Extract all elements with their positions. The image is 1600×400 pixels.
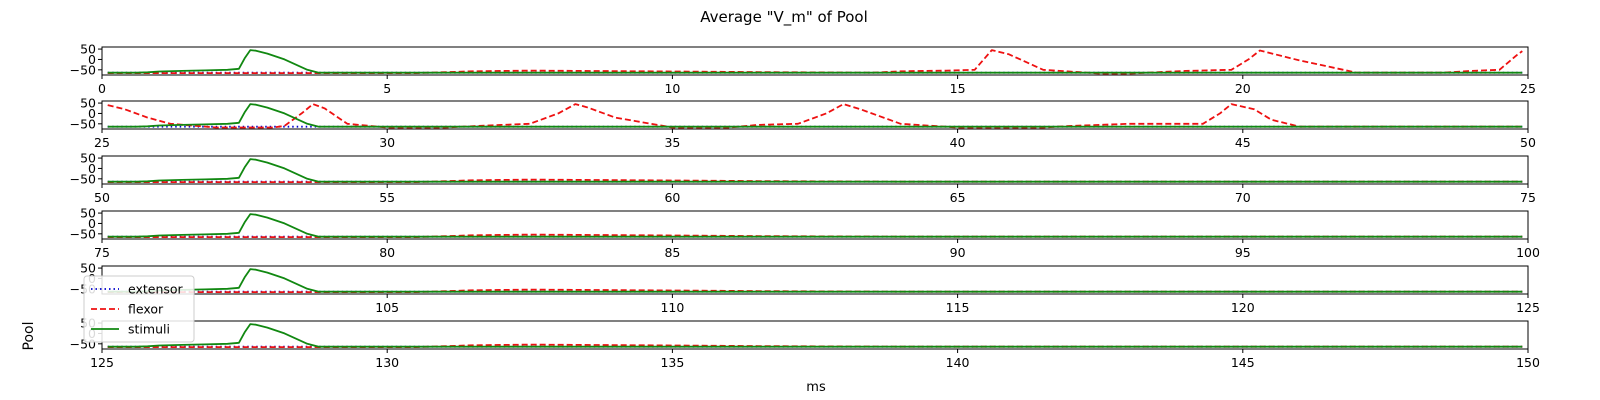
series-stimuli-line <box>107 268 1523 293</box>
series-stimuli-line <box>107 158 1523 183</box>
y-tick-label: 50 <box>80 151 96 166</box>
x-tick-label: 80 <box>379 245 395 260</box>
x-tick-label: 15 <box>950 81 966 96</box>
series-stimuli-line <box>107 213 1523 238</box>
series-flexor-line <box>107 49 1523 75</box>
x-tick-label: 105 <box>375 300 399 315</box>
x-tick-label: 140 <box>946 355 970 370</box>
y-tick-label: 0 <box>88 52 96 67</box>
x-tick-label: 0 <box>98 81 106 96</box>
y-tick-label: −50 <box>70 62 96 77</box>
x-tick-label: 10 <box>664 81 680 96</box>
x-tick-label: 30 <box>379 135 395 150</box>
y-tick-label: −50 <box>70 226 96 241</box>
x-tick-label: 150 <box>1516 355 1540 370</box>
y-axis-label: Pool <box>21 322 37 351</box>
x-tick-label: 45 <box>1235 135 1251 150</box>
axes-frame <box>101 46 1529 76</box>
x-tick-label: 95 <box>1235 245 1251 260</box>
y-tick-label: −50 <box>70 116 96 131</box>
x-tick-label: 115 <box>946 300 970 315</box>
x-tick-label: 25 <box>94 135 110 150</box>
x-tick-label: 55 <box>379 190 395 205</box>
x-tick-label: 145 <box>1231 355 1255 370</box>
x-axis-label: ms <box>806 380 826 395</box>
x-tick-label: 65 <box>950 190 966 205</box>
series-stimuli-line <box>107 103 1523 128</box>
y-tick-label: 50 <box>80 261 96 276</box>
x-tick-label: 40 <box>950 135 966 150</box>
legend-label-flexor: flexor <box>128 302 164 317</box>
legend: extensor flexor stimuli <box>83 275 195 343</box>
x-tick-label: 130 <box>375 355 399 370</box>
y-tick-label: 0 <box>88 106 96 121</box>
legend-box <box>83 275 195 343</box>
axes-frame <box>101 210 1529 240</box>
axes-frame <box>101 320 1529 350</box>
x-tick-label: 100 <box>1516 245 1540 260</box>
y-tick-label: 0 <box>88 216 96 231</box>
x-tick-label: 90 <box>950 245 966 260</box>
x-tick-label: 20 <box>1235 81 1251 96</box>
x-tick-label: 85 <box>664 245 680 260</box>
chart-title: Average "V_m" of Pool <box>700 8 868 27</box>
subplot-1: 500−500 5 10 15 20 25 <box>70 42 1536 96</box>
series-flexor-line <box>107 103 1523 129</box>
y-tick-label: 50 <box>80 206 96 221</box>
x-tick-label: 110 <box>660 300 684 315</box>
x-tick-label: 120 <box>1231 300 1255 315</box>
y-tick-label: 50 <box>80 96 96 111</box>
y-tick-label: 50 <box>80 42 96 57</box>
axes-frame <box>101 100 1529 130</box>
x-tick-label: 125 <box>1516 300 1540 315</box>
x-tick-label: 125 <box>90 355 114 370</box>
x-tick-label: 135 <box>660 355 684 370</box>
y-tick-label: −50 <box>70 171 96 186</box>
axes-frame <box>101 265 1529 295</box>
x-tick-label: 35 <box>664 135 680 150</box>
x-tick-label: 75 <box>1520 190 1536 205</box>
x-tick-label: 60 <box>664 190 680 205</box>
x-tick-label: 50 <box>94 190 110 205</box>
legend-label-extensor: extensor <box>128 282 184 297</box>
x-tick-label: 25 <box>1520 81 1536 96</box>
subplot-4: 500−50 75 80 85 90 95 100 <box>70 206 1540 260</box>
x-tick-label: 5 <box>383 81 391 96</box>
x-tick-label: 75 <box>94 245 110 260</box>
x-tick-label: 50 <box>1520 135 1536 150</box>
axes-frame <box>101 155 1529 185</box>
y-tick-label: 0 <box>88 161 96 176</box>
series-stimuli-line <box>107 49 1523 74</box>
x-tick-label: 70 <box>1235 190 1251 205</box>
legend-label-stimuli: stimuli <box>128 322 170 337</box>
series-stimuli-line <box>107 323 1523 348</box>
